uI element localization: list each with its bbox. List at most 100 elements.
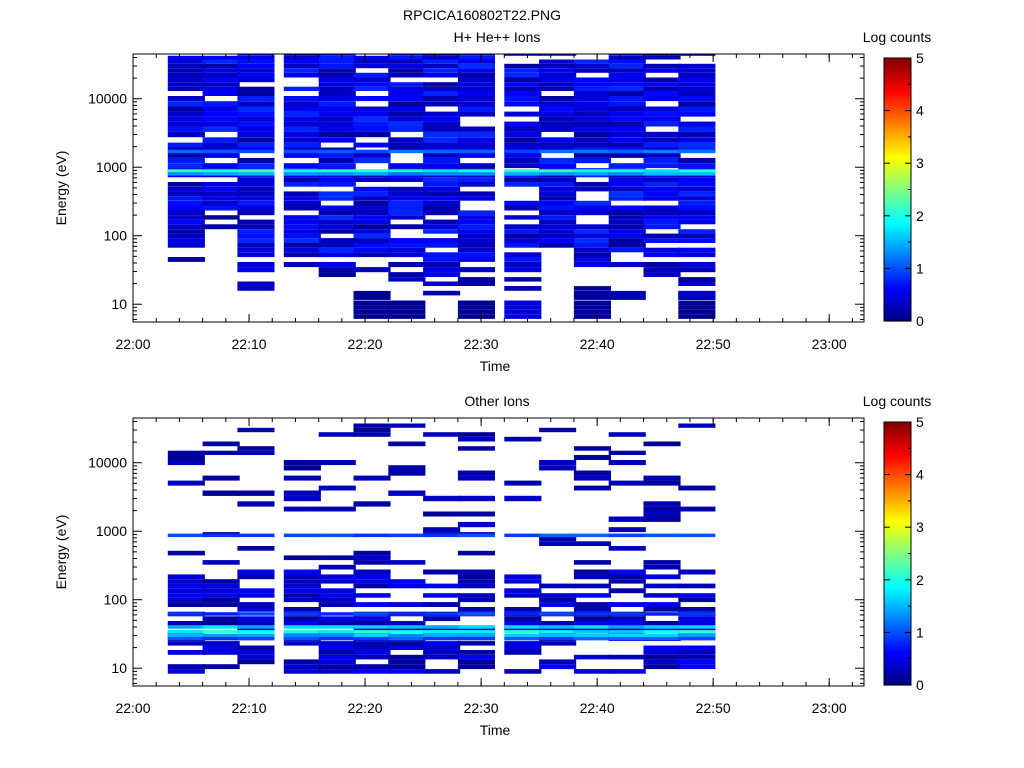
heatmap-cell — [457, 631, 495, 637]
colorbar-segment — [884, 202, 911, 206]
heatmap-cell — [388, 470, 426, 476]
heatmap-cell — [353, 309, 391, 315]
heatmap-cell — [504, 68, 542, 73]
colorbar-segment — [884, 613, 911, 618]
heatmap-cell — [608, 131, 646, 138]
heatmap-cell — [353, 247, 391, 253]
x-tick-label: 22:00 — [115, 336, 150, 352]
heatmap-cell — [539, 63, 577, 69]
heatmap-cell — [318, 157, 356, 164]
heatmap-cell — [423, 281, 461, 286]
band-line — [643, 633, 681, 638]
heatmap-cell — [388, 63, 426, 69]
band-line — [318, 149, 356, 154]
colorbar-segment — [884, 197, 911, 201]
colorbar-segment — [884, 102, 911, 106]
heatmap-cell — [643, 233, 681, 239]
heatmap-cell — [202, 126, 240, 132]
heatmap-cell — [608, 616, 646, 622]
band-line — [643, 630, 681, 634]
colorbar-segment — [884, 160, 911, 164]
heatmap-cell — [237, 177, 275, 182]
heatmap-cell — [504, 574, 542, 580]
panel-title: H+ He++ Ions — [454, 29, 541, 45]
y-tick-label: 1000 — [96, 159, 127, 175]
heatmap-cell — [504, 111, 542, 117]
heatmap-cell — [678, 277, 716, 282]
heatmap-cell — [457, 126, 495, 132]
heatmap-cell — [353, 641, 391, 646]
heatmap-cell — [457, 281, 495, 286]
colorbar-segment — [884, 129, 911, 133]
heatmap-cell — [283, 243, 321, 248]
colorbar-label: Log counts — [863, 393, 932, 409]
band-line — [318, 169, 356, 173]
colorbar-segment — [884, 257, 911, 262]
band-line — [167, 625, 205, 629]
colorbar-segment — [884, 223, 911, 227]
heatmap-cell — [318, 460, 356, 466]
heatmap-cell — [573, 68, 611, 73]
heatmap-cell — [643, 650, 681, 655]
heatmap-cell — [678, 645, 716, 650]
heatmap-cell — [388, 277, 426, 282]
heatmap-cell — [608, 295, 646, 300]
colorbar-segment — [884, 556, 911, 560]
heatmap-cell — [202, 137, 240, 143]
heatmap-cell — [167, 238, 205, 243]
band-line — [318, 533, 356, 538]
colorbar-segment — [884, 435, 911, 439]
colorbar-segment — [884, 569, 911, 573]
heatmap-cell — [504, 607, 542, 612]
heatmap-cell — [318, 579, 356, 584]
band-line — [423, 630, 461, 634]
heatmap-cell — [283, 215, 321, 220]
heatmap-cell — [643, 501, 681, 507]
colorbar-segment — [884, 550, 911, 555]
heatmap-cell — [202, 475, 240, 481]
heatmap-cell — [202, 163, 240, 169]
heatmap-cell — [388, 243, 426, 248]
heatmap-cell — [237, 121, 275, 127]
band-line — [237, 172, 275, 176]
heatmap-cell — [643, 262, 681, 268]
colorbar-segment — [884, 427, 911, 431]
heatmap-cell — [167, 121, 205, 127]
heatmap-cell — [202, 59, 240, 64]
colorbar-segment — [884, 234, 911, 238]
heatmap-cell — [237, 607, 275, 612]
x-tick-label: 22:30 — [464, 336, 499, 352]
heatmap-cell — [678, 262, 716, 268]
colorbar-segment — [884, 598, 911, 602]
heatmap-cell — [283, 121, 321, 127]
heatmap-cell — [237, 286, 275, 291]
heatmap-cell — [457, 583, 495, 589]
heatmap-cell — [608, 579, 646, 584]
heatmap-cell — [423, 205, 461, 211]
band-line — [283, 625, 321, 629]
heatmap-cell — [202, 106, 240, 112]
heatmap-cell — [318, 621, 356, 626]
band-line — [457, 149, 495, 154]
heatmap-cell — [608, 432, 646, 437]
heatmap-cell — [678, 106, 716, 112]
colorbar-segment — [884, 453, 911, 457]
band-line — [643, 533, 681, 538]
heatmap-cell — [318, 645, 356, 650]
heatmap-cell — [237, 77, 275, 83]
heatmap-cell — [678, 616, 716, 622]
heatmap-cell — [608, 101, 646, 107]
heatmap-cell — [643, 182, 681, 187]
heatmap-cell — [318, 564, 356, 570]
colorbar-segment — [884, 71, 911, 75]
heatmap-cell — [608, 116, 646, 122]
heatmap-cell — [539, 210, 577, 216]
heatmap-cell — [283, 490, 321, 496]
heatmap-cell — [353, 96, 391, 102]
heatmap-cell — [643, 654, 681, 660]
heatmap-cell — [573, 82, 611, 87]
heatmap-cell — [318, 267, 356, 273]
heatmap-cell — [353, 205, 391, 211]
heatmap-cell — [283, 142, 321, 148]
